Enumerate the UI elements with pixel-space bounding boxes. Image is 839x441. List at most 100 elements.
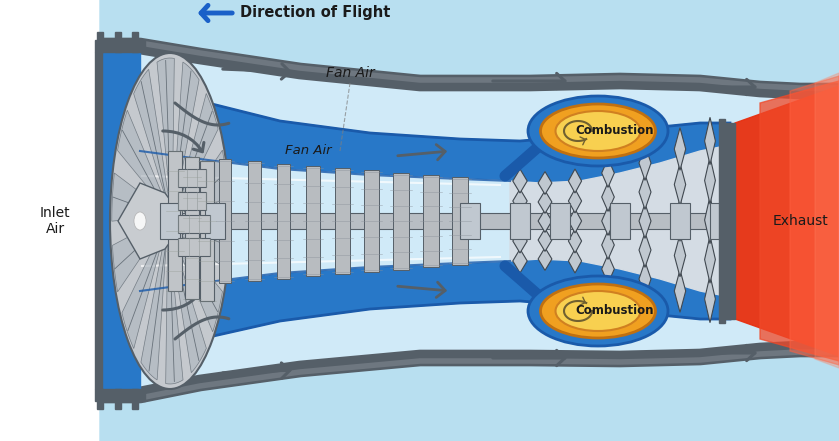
Ellipse shape <box>540 104 655 158</box>
Polygon shape <box>140 89 730 353</box>
Polygon shape <box>602 206 614 235</box>
Polygon shape <box>175 221 228 269</box>
Polygon shape <box>140 151 510 291</box>
Polygon shape <box>205 203 225 239</box>
Polygon shape <box>132 401 138 409</box>
Polygon shape <box>176 150 227 224</box>
Polygon shape <box>513 169 527 193</box>
Polygon shape <box>173 233 222 332</box>
Polygon shape <box>538 191 552 213</box>
Polygon shape <box>118 183 178 259</box>
Polygon shape <box>513 229 527 253</box>
Polygon shape <box>170 238 206 373</box>
Polygon shape <box>95 52 102 389</box>
Polygon shape <box>132 32 138 40</box>
Polygon shape <box>393 172 409 269</box>
Polygon shape <box>639 204 651 239</box>
Polygon shape <box>705 196 716 244</box>
Polygon shape <box>639 146 651 180</box>
Polygon shape <box>165 238 183 384</box>
Polygon shape <box>336 168 350 274</box>
Polygon shape <box>117 110 167 209</box>
Text: Exhaust: Exhaust <box>772 214 828 228</box>
Polygon shape <box>568 189 581 213</box>
Polygon shape <box>460 203 480 239</box>
Polygon shape <box>513 189 527 213</box>
Ellipse shape <box>555 291 640 331</box>
Polygon shape <box>306 166 320 276</box>
Polygon shape <box>100 46 839 395</box>
Polygon shape <box>451 177 468 265</box>
Polygon shape <box>115 44 121 52</box>
Polygon shape <box>675 270 685 312</box>
Polygon shape <box>95 40 145 52</box>
Polygon shape <box>602 231 614 259</box>
Polygon shape <box>513 209 527 233</box>
Polygon shape <box>550 203 570 239</box>
Ellipse shape <box>134 212 146 230</box>
Polygon shape <box>97 389 103 397</box>
Polygon shape <box>95 389 145 401</box>
Polygon shape <box>112 173 164 221</box>
Ellipse shape <box>152 203 188 239</box>
Polygon shape <box>277 164 290 279</box>
Polygon shape <box>140 213 730 229</box>
Text: Fan Air: Fan Air <box>285 145 331 157</box>
Polygon shape <box>719 119 725 323</box>
Polygon shape <box>248 161 261 281</box>
Polygon shape <box>510 145 730 297</box>
Polygon shape <box>513 249 527 273</box>
Polygon shape <box>602 254 614 284</box>
Polygon shape <box>705 117 716 164</box>
Polygon shape <box>115 401 121 409</box>
Polygon shape <box>423 175 439 267</box>
Ellipse shape <box>528 276 668 346</box>
Ellipse shape <box>528 96 668 166</box>
Polygon shape <box>160 203 180 239</box>
Polygon shape <box>538 209 552 232</box>
Polygon shape <box>568 229 581 253</box>
Text: Combustion: Combustion <box>576 124 654 138</box>
Polygon shape <box>538 172 552 194</box>
Polygon shape <box>133 69 169 204</box>
Polygon shape <box>97 44 103 52</box>
Polygon shape <box>178 238 210 256</box>
Polygon shape <box>178 215 210 233</box>
Polygon shape <box>97 32 103 40</box>
Polygon shape <box>157 58 175 204</box>
Polygon shape <box>132 44 138 52</box>
Polygon shape <box>115 389 121 397</box>
Polygon shape <box>100 349 839 441</box>
Polygon shape <box>710 203 730 239</box>
Polygon shape <box>538 247 552 270</box>
Polygon shape <box>705 275 716 323</box>
Polygon shape <box>722 123 735 319</box>
Polygon shape <box>568 249 581 273</box>
Text: Inlet
Air: Inlet Air <box>39 206 70 236</box>
Polygon shape <box>185 157 199 299</box>
Polygon shape <box>675 128 685 170</box>
Polygon shape <box>112 218 164 292</box>
Ellipse shape <box>540 284 655 338</box>
Polygon shape <box>538 228 552 251</box>
Polygon shape <box>670 203 690 239</box>
Polygon shape <box>602 159 614 187</box>
Polygon shape <box>178 169 206 187</box>
Polygon shape <box>122 226 164 348</box>
Polygon shape <box>639 175 651 209</box>
Polygon shape <box>639 262 651 296</box>
Polygon shape <box>97 401 103 409</box>
Polygon shape <box>790 76 839 365</box>
Polygon shape <box>639 232 651 267</box>
Polygon shape <box>100 0 839 91</box>
Polygon shape <box>168 151 182 291</box>
Polygon shape <box>675 199 685 241</box>
Polygon shape <box>568 209 581 233</box>
Polygon shape <box>364 170 379 272</box>
Polygon shape <box>705 157 716 204</box>
Polygon shape <box>141 233 167 380</box>
Polygon shape <box>132 389 138 397</box>
Text: Fan Air: Fan Air <box>326 66 374 80</box>
Polygon shape <box>602 183 614 211</box>
Polygon shape <box>115 32 121 40</box>
